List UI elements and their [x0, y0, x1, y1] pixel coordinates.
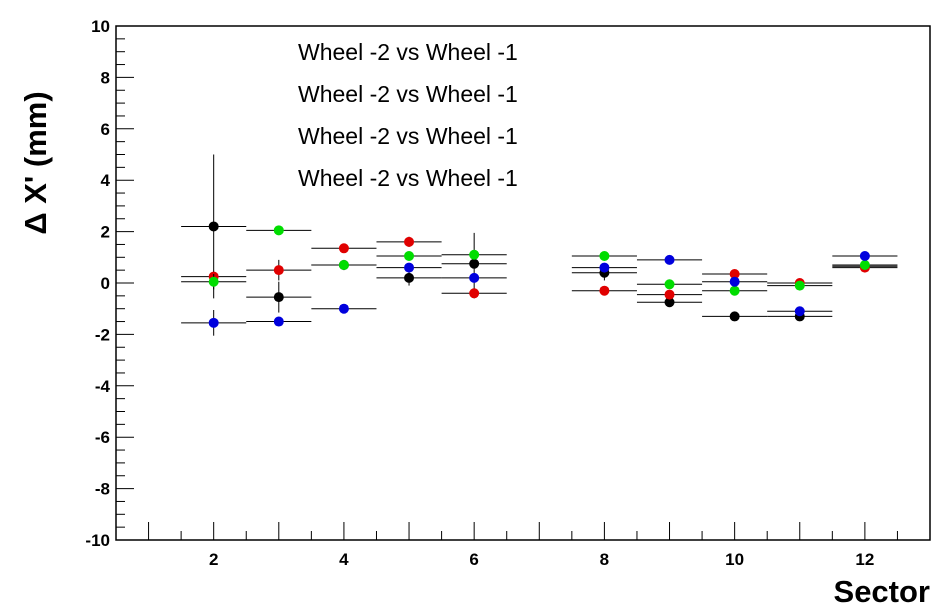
legend-entry: Wheel -2 vs Wheel -1 — [298, 165, 518, 191]
legend-entry: Wheel -2 vs Wheel -1 — [298, 123, 518, 149]
y-axis-title: Δ X' (mm) — [18, 91, 53, 234]
data-point — [729, 269, 740, 280]
data-point — [404, 236, 415, 247]
x-tick-label: 6 — [469, 550, 478, 569]
plot-frame — [115, 25, 931, 541]
data-point — [404, 272, 415, 283]
data-point — [338, 260, 349, 271]
series-3 — [181, 251, 898, 336]
data-point — [469, 249, 480, 260]
y-tick-label: 8 — [101, 68, 110, 87]
x-tick-label: 12 — [855, 550, 874, 569]
data-point — [404, 262, 415, 273]
tick-layer — [116, 25, 898, 541]
y-tick-label: -4 — [95, 377, 111, 396]
data-point — [729, 311, 740, 322]
x-tick-label: 8 — [600, 550, 609, 569]
data-point — [208, 221, 219, 232]
data-point — [338, 243, 349, 254]
x-axis-title: Sector — [834, 574, 930, 609]
data-point — [794, 306, 805, 317]
x-tick-label: 4 — [339, 550, 349, 569]
data-point — [859, 260, 870, 271]
series-1 — [181, 236, 898, 300]
data-point — [273, 265, 284, 276]
y-tick-label: 6 — [101, 120, 110, 139]
data-point — [664, 254, 675, 265]
series-2 — [181, 225, 898, 296]
y-tick-label: -10 — [85, 531, 110, 550]
series-layer — [181, 154, 898, 336]
y-tick-label: 4 — [101, 171, 111, 190]
data-point — [599, 285, 610, 296]
data-point — [729, 276, 740, 287]
data-point — [664, 289, 675, 300]
y-tick-label: 10 — [91, 17, 110, 36]
data-point — [404, 251, 415, 262]
data-point — [469, 272, 480, 283]
data-point — [273, 292, 284, 303]
data-point — [469, 288, 480, 299]
data-point — [664, 297, 675, 308]
y-tick-label: -8 — [95, 480, 110, 499]
data-point — [794, 280, 805, 291]
data-point — [338, 303, 349, 314]
legend: Wheel -2 vs Wheel -1 Wheel -2 vs Wheel -1… — [298, 39, 518, 191]
legend-entry: Wheel -2 vs Wheel -1 — [298, 39, 518, 65]
data-point — [859, 251, 870, 262]
data-point — [208, 317, 219, 328]
data-point — [273, 225, 284, 236]
data-point — [273, 316, 284, 327]
y-tick-label: 2 — [101, 223, 110, 242]
data-point — [208, 276, 219, 287]
y-tick-label: 0 — [101, 274, 110, 293]
data-point — [599, 251, 610, 262]
legend-entry: Wheel -2 vs Wheel -1 — [298, 81, 518, 107]
data-point — [599, 262, 610, 273]
y-tick-label: -2 — [95, 325, 110, 344]
y-tick-label: -6 — [95, 428, 110, 447]
data-point — [664, 279, 675, 290]
label-layer: -10 -8 -6 -4 -2 0 2 4 6 8 10 2 4 6 8 10 12 — [85, 17, 874, 569]
x-tick-label: 10 — [725, 550, 744, 569]
x-tick-label: 2 — [209, 550, 218, 569]
data-point — [729, 285, 740, 296]
series-0 — [181, 154, 898, 322]
data-point — [469, 258, 480, 269]
